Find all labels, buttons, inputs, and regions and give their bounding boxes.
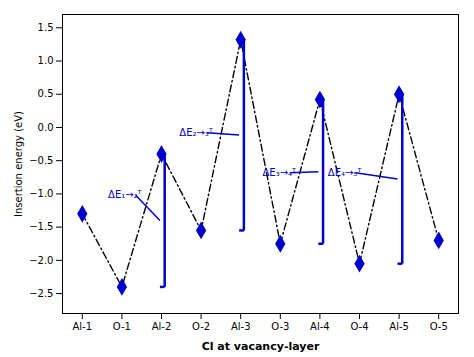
svg-text:Al-2: Al-2: [152, 321, 172, 332]
svg-text:O-3: O-3: [271, 321, 289, 332]
svg-text:ΔE₄→₅ᵀ: ΔE₄→₅ᵀ: [328, 167, 362, 178]
svg-text:Al-5: Al-5: [389, 321, 409, 332]
svg-text:−2.0: −2.0: [29, 255, 53, 266]
svg-text:Insertion energy (eV): Insertion energy (eV): [13, 111, 24, 217]
svg-text:−2.5: −2.5: [29, 288, 53, 299]
svg-text:Al-3: Al-3: [231, 321, 251, 332]
svg-text:0.5: 0.5: [38, 88, 54, 99]
svg-text:−1.5: −1.5: [29, 221, 53, 232]
svg-text:ΔE₁→₂ᵀ: ΔE₁→₂ᵀ: [108, 189, 142, 200]
svg-text:1.0: 1.0: [38, 55, 54, 66]
svg-text:0.0: 0.0: [38, 122, 54, 133]
svg-text:Al-1: Al-1: [73, 321, 93, 332]
svg-text:Al-4: Al-4: [310, 321, 330, 332]
svg-text:O-5: O-5: [430, 321, 448, 332]
svg-text:O-2: O-2: [192, 321, 210, 332]
svg-text:O-1: O-1: [113, 321, 131, 332]
svg-text:−1.0: −1.0: [29, 188, 53, 199]
svg-text:1.5: 1.5: [38, 22, 54, 33]
svg-text:Cl at vacancy-layer: Cl at vacancy-layer: [202, 340, 320, 353]
svg-text:−0.5: −0.5: [29, 155, 53, 166]
svg-text:ΔE₂→₃ᵀ: ΔE₂→₃ᵀ: [179, 127, 213, 138]
svg-text:O-4: O-4: [350, 321, 368, 332]
svg-text:ΔE₃→₄ᵀ: ΔE₃→₄ᵀ: [262, 167, 296, 178]
